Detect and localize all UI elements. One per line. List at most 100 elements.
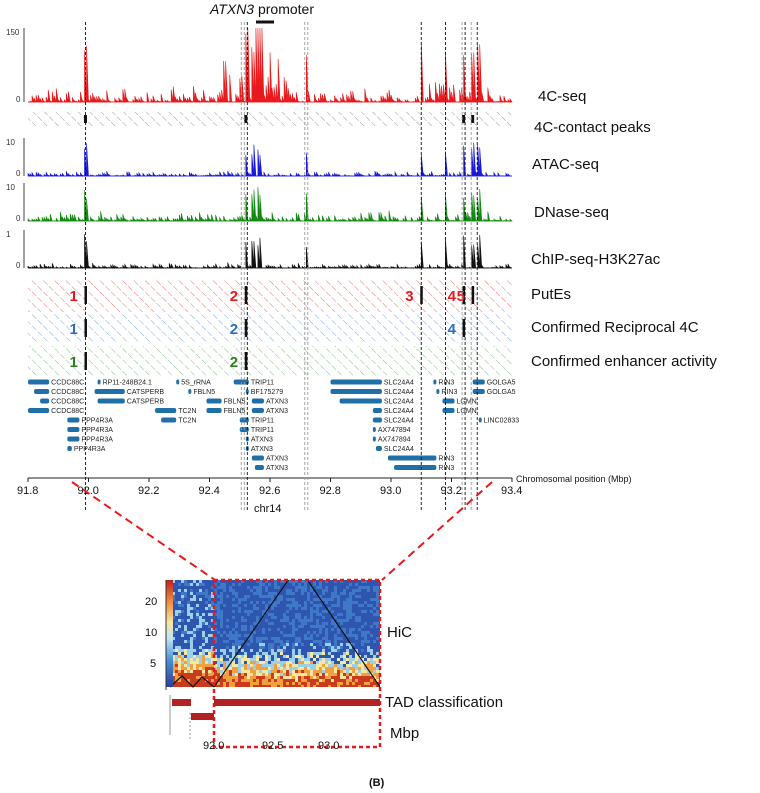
hic-cell [292,631,295,634]
hic-cell [370,667,373,670]
gene-label: ATXN3 [251,437,273,444]
hic-cell [175,682,178,685]
hic-cell [178,610,181,613]
hic-cell [292,682,295,685]
hic-cell [238,676,241,679]
gene: AX747894 [372,427,411,434]
hic-cell [271,616,274,619]
gene: LINC02833 [478,417,519,425]
hic-cell [256,685,259,687]
hic-cell [319,613,322,616]
hic-cell [310,670,313,673]
hic-cell [367,676,370,679]
x-tick-label: 93.4 [501,485,522,497]
hic-cell [346,613,349,616]
hic-cell [355,637,358,640]
hic-cell [292,667,295,670]
hic-cell [184,670,187,673]
hic-cell [235,655,238,658]
hic-cell [295,643,298,646]
hic-cell [283,673,286,676]
hic-cell [325,640,328,643]
hic-cell [376,679,379,682]
hic-cell [328,598,331,601]
hic-cell [211,658,214,661]
hic-cell [352,589,355,592]
x-tick-label: 92.4 [199,485,220,497]
hic-cell [214,613,217,616]
hic-cell [325,658,328,661]
gene: 5S_rRNA [176,379,211,387]
hic-cell [280,649,283,652]
gene: RIN3 [436,389,457,396]
hic-cell [331,661,334,664]
hic-cell [277,646,280,649]
hic-cell [184,583,187,586]
hic-cell [307,592,310,595]
hic-cell [313,658,316,661]
hic-cell [346,667,349,670]
hic-cell [301,625,304,628]
hic-cell [301,664,304,667]
hic-cell [178,589,181,592]
gene: SLC24A4 [330,379,414,387]
hic-cell [232,670,235,673]
hic-cell [295,682,298,685]
hic-cell [235,664,238,667]
hic-cell [355,583,358,586]
gene: ATXN3 [251,455,288,463]
hic-cell [343,631,346,634]
hic-cell [343,604,346,607]
hic-cell [241,679,244,682]
hic-cell [274,592,277,595]
hic-cell [178,604,181,607]
gene-body [155,408,177,413]
hic-cell [304,634,307,637]
hic-cell [244,655,247,658]
hic-cell [340,682,343,685]
hic-cell [184,658,187,661]
hic-cell [331,676,334,679]
hic-cell [220,667,223,670]
hic-cell [277,661,280,664]
hic-cell [322,622,325,625]
hic-cell [343,676,346,679]
hic-cell [358,586,361,589]
gene-label: LGMN [457,399,477,406]
hic-cell [370,652,373,655]
hic-cell [352,643,355,646]
hic-cell [181,649,184,652]
gene-label: FBLN5 [193,389,215,396]
hic-cell [187,673,190,676]
hic-cell [361,685,364,687]
hic-cell [304,619,307,622]
hic-cell [364,685,367,687]
hic-cell [334,685,337,687]
hic-cell [310,655,313,658]
hic-cell [193,667,196,670]
hic-cell [280,580,283,583]
hic-cell [358,682,361,685]
hic-cell [352,670,355,673]
hic-cell [214,604,217,607]
hic-cell [250,679,253,682]
hic-cell [283,670,286,673]
x-axis-title: Chromosomal position (Mbp) [516,474,632,484]
hic-cell [310,679,313,682]
hic-cell [289,634,292,637]
gene-label: RIN3 [438,380,454,387]
hic-cell [358,670,361,673]
hic-cell [205,676,208,679]
hic-cell [349,670,352,673]
hic-cell [259,673,262,676]
x-axis: 91.8 92.0 92.2 92.4 92.6 92.8 93.0 93.2 93.4 [17,477,522,497]
hic-cell [235,679,238,682]
hic-cell [376,667,379,670]
gene-label: ATXN3 [266,408,288,415]
hic-cell [256,664,259,667]
gene-body [472,379,485,385]
hic-cell [175,661,178,664]
hic-cell [250,658,253,661]
hic-cell [172,580,175,583]
hic-cell [232,679,235,682]
